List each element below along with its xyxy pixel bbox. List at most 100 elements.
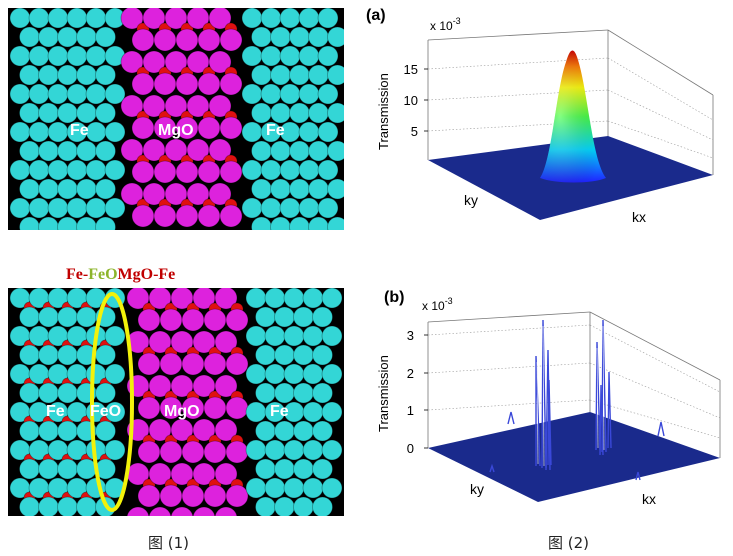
fe-atom bbox=[95, 178, 116, 200]
fe-atom bbox=[327, 178, 344, 200]
fe-atom bbox=[260, 8, 282, 29]
mg-atom bbox=[192, 506, 216, 516]
fe-atom bbox=[255, 344, 276, 366]
mg-atom bbox=[214, 288, 238, 310]
fe-atom bbox=[19, 344, 40, 366]
fe-atom bbox=[57, 26, 78, 48]
mg-atom bbox=[208, 8, 232, 30]
fe-atom bbox=[260, 83, 282, 105]
fe-atom bbox=[19, 140, 40, 162]
fe-atom bbox=[9, 8, 31, 29]
panel-label-b: (b) bbox=[384, 289, 404, 306]
fe-atom bbox=[279, 83, 301, 105]
mg-atom bbox=[153, 160, 177, 184]
z-tick-2: 2 bbox=[407, 366, 414, 381]
fe-atom bbox=[279, 197, 301, 219]
fe-atom bbox=[308, 64, 329, 86]
mg-atom bbox=[219, 28, 243, 52]
fe-atom bbox=[317, 83, 339, 105]
fe-atom bbox=[264, 288, 286, 309]
transmission-plot-b: (b) 3 2 bbox=[376, 289, 721, 507]
fe-atom bbox=[327, 102, 344, 124]
figure-1-caption: 图 (1) bbox=[148, 534, 190, 552]
mg-atom bbox=[208, 94, 232, 118]
fe-atom bbox=[76, 140, 97, 162]
fe-atom bbox=[312, 344, 333, 366]
mg-atom bbox=[137, 440, 161, 464]
fe-atom bbox=[321, 288, 343, 309]
fe-atom bbox=[283, 288, 305, 309]
fe-atom bbox=[302, 325, 324, 347]
interface-structure-title: Fe-FeOMgO-Fe bbox=[66, 266, 175, 284]
mg-atom bbox=[225, 484, 249, 508]
fe-atom bbox=[19, 102, 40, 124]
fe-atom bbox=[317, 121, 339, 143]
mg-atom bbox=[131, 28, 155, 52]
fe-atom bbox=[57, 178, 78, 200]
fe-atom bbox=[76, 306, 97, 328]
fe-atom bbox=[327, 64, 344, 86]
fe-atom bbox=[19, 64, 40, 86]
mg-atom bbox=[137, 484, 161, 508]
mg-atom bbox=[203, 440, 227, 464]
fe-atom bbox=[95, 102, 116, 124]
fe-atom bbox=[289, 178, 310, 200]
fe-atom bbox=[245, 401, 267, 423]
fe-atom bbox=[308, 178, 329, 200]
mg-atom bbox=[225, 352, 249, 376]
mg-atom bbox=[197, 160, 221, 184]
mg-atom bbox=[214, 374, 238, 398]
fe-atom bbox=[298, 197, 320, 219]
fe-atom bbox=[293, 496, 314, 516]
mg-atom bbox=[208, 182, 232, 206]
scale-factor-a: x 10-3 bbox=[430, 16, 461, 33]
fe-atom bbox=[57, 344, 78, 366]
fe-atom bbox=[274, 496, 295, 516]
fe-atom bbox=[312, 382, 333, 404]
fe-atom bbox=[28, 8, 50, 29]
fe-atom bbox=[19, 420, 40, 442]
fe-atom bbox=[104, 325, 126, 347]
mg-atom bbox=[153, 72, 177, 96]
fe-atom bbox=[317, 8, 339, 29]
fe-atom bbox=[327, 216, 344, 230]
fe-atom bbox=[66, 197, 88, 219]
fe-mgo-fe-structure: Fe MgO Fe bbox=[8, 8, 344, 230]
fe-atom bbox=[66, 83, 88, 105]
z-tick-3: 3 bbox=[407, 328, 414, 343]
fe-atom bbox=[279, 159, 301, 181]
fe-atom bbox=[57, 382, 78, 404]
fe-atom bbox=[85, 8, 107, 29]
fe-atom bbox=[302, 477, 324, 499]
fe-atom bbox=[28, 121, 50, 143]
fe-atom bbox=[85, 83, 107, 105]
fe-atom bbox=[57, 102, 78, 124]
fe-atom bbox=[66, 159, 88, 181]
fe-atom bbox=[95, 420, 116, 442]
fe-atom bbox=[312, 458, 333, 480]
fe-atom bbox=[38, 178, 59, 200]
mgo-label: MgO bbox=[158, 122, 194, 139]
fe-atom bbox=[76, 178, 97, 200]
fe-atom bbox=[289, 64, 310, 86]
fe-atom bbox=[302, 363, 324, 385]
fe-atom bbox=[283, 325, 305, 347]
fe-atom bbox=[264, 325, 286, 347]
fe-atom bbox=[38, 420, 59, 442]
fe-atom bbox=[327, 140, 344, 162]
mg-atom bbox=[153, 204, 177, 228]
fe-atom bbox=[251, 140, 272, 162]
mg-atom bbox=[153, 28, 177, 52]
fe-atom bbox=[270, 102, 291, 124]
mg-atom bbox=[181, 484, 205, 508]
transmission-plot-a: (a) 15 10 5 x 10-3 Transmission ky kx bbox=[366, 7, 714, 225]
mg-atom bbox=[203, 308, 227, 332]
fe-atom bbox=[104, 363, 126, 385]
mg-atom bbox=[175, 204, 199, 228]
fe-atom bbox=[19, 458, 40, 480]
fe-atom bbox=[289, 102, 310, 124]
mg-atom bbox=[225, 396, 249, 420]
fe-atom bbox=[321, 477, 343, 499]
fe-atom bbox=[241, 8, 263, 29]
fe-atom bbox=[95, 26, 116, 48]
